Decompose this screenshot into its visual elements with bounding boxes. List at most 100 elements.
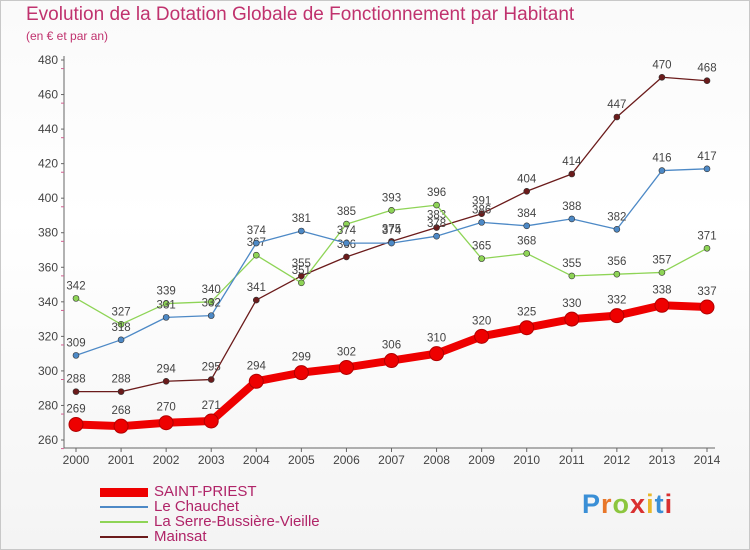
x-tick-label: 2010 [513,453,540,467]
data-point [162,377,170,385]
data-point [703,165,711,173]
data-label: 384 [517,208,537,220]
data-point [68,416,84,432]
data-label: 447 [607,99,626,111]
data-label: 330 [562,298,581,310]
data-point [207,298,215,306]
data-label: 332 [202,298,221,310]
data-label: 381 [292,213,311,225]
data-point [609,308,625,324]
data-point [117,336,125,344]
y-tick-label: 380 [38,226,58,240]
data-point [338,359,354,375]
data-label: 404 [517,173,537,185]
data-label: 320 [472,315,491,327]
x-tick-label: 2011 [559,453,585,467]
data-point [613,225,621,233]
data-label: 309 [66,337,85,349]
data-label: 365 [472,241,491,253]
data-label: 386 [472,204,491,216]
y-tick-label: 260 [38,433,58,447]
data-label: 385 [337,206,356,218]
data-point [298,279,305,287]
data-label: 355 [562,258,581,270]
x-tick-label: 2008 [423,453,450,467]
data-point [433,224,440,231]
chart-subtitle: (en € et par an) [26,29,109,43]
data-label: 417 [697,151,716,163]
data-point [343,220,350,228]
data-label: 340 [202,284,221,296]
legend-label: Mainsat [154,528,207,545]
data-point [523,250,531,257]
data-point [654,297,670,313]
data-label: 357 [652,254,671,266]
data-label: 331 [157,299,176,311]
data-point [117,320,125,328]
data-point [658,73,666,81]
data-point [203,413,219,429]
data-point [568,170,576,178]
y-tick-label: 340 [38,295,58,309]
data-point [703,77,711,85]
data-point [162,314,170,321]
legend-label: La Serre-Bussière-Vieille [154,513,320,530]
data-point [564,311,580,327]
data-label: 383 [427,210,446,222]
data-point [248,373,264,389]
data-label: 337 [697,286,716,298]
data-point [703,244,711,252]
x-tick-label: 2001 [108,453,135,467]
data-label: 416 [652,153,671,165]
data-point [658,269,666,276]
data-point [343,239,350,247]
data-point [613,113,621,121]
data-label: 351 [292,265,311,277]
data-label: 382 [607,211,626,223]
legend-swatch [100,506,148,508]
x-tick-label: 2004 [243,453,270,467]
data-label: 306 [382,340,401,352]
data-label: 288 [66,374,85,386]
data-label: 268 [111,405,130,417]
x-tick-label: 2012 [604,453,631,467]
data-point [478,219,485,226]
data-label: 325 [517,307,536,319]
legend-swatch [100,521,148,523]
x-tick-label: 2000 [63,453,90,467]
x-tick-label: 2006 [333,453,360,467]
data-point [429,346,445,362]
logo-letter: i [664,489,674,519]
x-tick-label: 2005 [288,453,315,467]
data-label: 341 [247,282,266,294]
data-label: 368 [517,235,536,247]
data-label: 270 [157,402,176,414]
y-tick-label: 440 [38,122,58,136]
data-point [207,376,215,383]
data-label: 396 [427,187,446,199]
data-label: 294 [247,360,267,372]
data-point [388,206,395,214]
logo-letter: P [582,489,602,519]
legend-label: SAINT-PRIEST [154,483,257,500]
data-point [117,388,125,395]
data-label: 271 [202,400,221,412]
x-tick-label: 2009 [468,453,495,467]
chart-title: Evolution de la Dotation Globale de Fonc… [26,4,575,25]
data-point [433,201,440,209]
x-tick-label: 2002 [153,453,180,467]
data-label: 378 [427,218,446,230]
logo-letter: r [601,489,613,519]
data-point [568,215,576,223]
logo-letter: i [646,489,655,519]
data-label: 371 [697,230,716,242]
data-point [519,320,535,336]
x-tick-label: 2014 [694,453,721,467]
data-point [613,270,621,278]
data-point [478,210,485,218]
data-label: 339 [157,286,176,298]
data-label: 355 [292,258,311,270]
logo-letter: x [630,489,647,519]
y-tick-label: 320 [38,329,58,343]
data-label: 388 [562,201,581,213]
